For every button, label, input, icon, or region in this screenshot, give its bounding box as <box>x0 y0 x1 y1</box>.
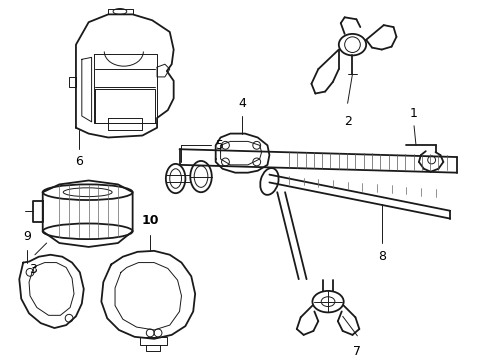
Text: 10: 10 <box>142 215 159 228</box>
Text: 4: 4 <box>238 97 246 110</box>
Text: 2: 2 <box>343 115 351 128</box>
Text: 3: 3 <box>29 262 37 275</box>
Text: 1: 1 <box>410 107 418 120</box>
Text: 9: 9 <box>23 230 31 243</box>
Text: 5: 5 <box>216 139 224 152</box>
Text: 7: 7 <box>353 345 361 357</box>
Text: 6: 6 <box>75 155 83 168</box>
Text: 8: 8 <box>378 250 386 263</box>
